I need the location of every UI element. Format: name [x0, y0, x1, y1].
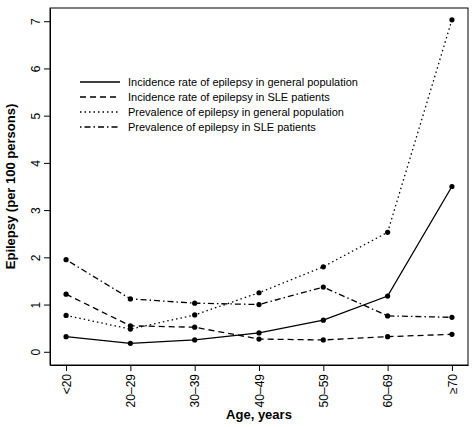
y-tick-mark [44, 305, 50, 306]
chart: <20 20–29 30–39 40–49 50–59 60–69 ≥70 0 1 2 3 4 5 6 7 A… [0, 0, 474, 427]
series [63, 257, 454, 320]
series-point [321, 337, 326, 342]
legend-label: Incidence rate of epilepsy in SLE patien… [128, 91, 330, 103]
y-tick: 5 [29, 113, 50, 120]
y-tick-label: 6 [29, 65, 43, 72]
series-point [256, 336, 261, 341]
x-tick-mark [388, 365, 389, 371]
series-point [128, 296, 133, 301]
series [63, 17, 454, 332]
legend: Incidence rate of epilepsy in general po… [80, 76, 358, 133]
series-point [63, 334, 68, 339]
x-axis-title: Age, years [226, 407, 292, 422]
series-point [192, 301, 197, 306]
series-point [192, 337, 197, 342]
x-tick: 60–69 [381, 365, 395, 407]
y-tick-mark [44, 352, 50, 353]
y-tick: 3 [29, 207, 50, 214]
series-point [449, 332, 454, 337]
x-tick: 50–59 [317, 365, 331, 407]
series-point [321, 318, 326, 323]
x-tick-label: ≥70 [446, 374, 460, 394]
legend-label: Prevalence of epilepsy in SLE patients [128, 121, 316, 133]
y-tick: 1 [29, 301, 50, 308]
y-tick-label: 4 [29, 160, 43, 167]
legend-swatch [80, 81, 120, 82]
y-tick: 7 [29, 18, 50, 25]
x-tick-mark [66, 365, 67, 371]
x-tick: 20–29 [124, 365, 138, 407]
y-tick-label: 7 [29, 18, 43, 25]
y-tick-label: 0 [29, 349, 43, 356]
y-tick: 0 [29, 349, 50, 356]
y-tick-mark [44, 163, 50, 164]
y-axis-line [50, 9, 51, 366]
y-tick-label: 1 [29, 301, 43, 308]
y-tick-mark [44, 21, 50, 22]
y-tick: 2 [29, 254, 50, 261]
y-tick-label: 5 [29, 113, 43, 120]
x-tick-mark [130, 365, 131, 371]
series-point [385, 230, 390, 235]
y-tick-label: 3 [29, 207, 43, 214]
series-point [256, 290, 261, 295]
series-point [385, 334, 390, 339]
x-tick: ≥70 [446, 365, 460, 394]
x-tick-label: <20 [60, 374, 74, 395]
x-tick: <20 [60, 365, 74, 394]
legend-swatch [80, 111, 120, 112]
series-point [128, 341, 133, 346]
y-tick-label: 2 [29, 254, 43, 261]
y-tick-mark [44, 210, 50, 211]
x-tick-mark [195, 365, 196, 371]
series-point [449, 315, 454, 320]
series-point [256, 330, 261, 335]
series-point [192, 325, 197, 330]
series-line [66, 20, 452, 329]
legend-swatch [80, 126, 120, 127]
series-point [256, 302, 261, 307]
series-point [385, 313, 390, 318]
x-axis: <20 20–29 30–39 40–49 50–59 60–69 ≥70 [51, 365, 469, 407]
series-point [128, 327, 133, 332]
x-tick-mark [259, 365, 260, 371]
series-point [385, 293, 390, 298]
plot-area [63, 17, 454, 346]
x-tick-label: 30–39 [188, 374, 202, 408]
series-point [192, 312, 197, 317]
series [63, 292, 454, 343]
y-tick: 6 [29, 65, 50, 72]
series-line [66, 260, 452, 318]
y-axis-title: Epilepsy (per 100 persons) [3, 104, 18, 269]
y-axis: 0 1 2 3 4 5 6 7 [29, 9, 51, 366]
x-tick-label: 50–59 [317, 374, 331, 408]
series-point [63, 257, 68, 262]
legend-label: Prevalence of epilepsy in general popula… [128, 106, 344, 118]
series-point [63, 292, 68, 297]
series-point [449, 184, 454, 189]
y-tick: 4 [29, 160, 50, 167]
plot-frame [50, 8, 468, 365]
y-tick-mark [44, 116, 50, 117]
series [63, 184, 454, 346]
series-point [449, 17, 454, 22]
x-tick-label: 40–49 [253, 374, 267, 408]
x-tick-mark [452, 365, 453, 371]
y-tick-mark [44, 68, 50, 69]
y-tick-mark [44, 257, 50, 258]
x-tick: 40–49 [253, 365, 267, 407]
series-point [63, 313, 68, 318]
legend-swatch [80, 96, 120, 97]
x-tick: 30–39 [188, 365, 202, 407]
x-tick-label: 60–69 [381, 374, 395, 408]
series-point [321, 264, 326, 269]
series-line [66, 294, 452, 340]
legend-label: Incidence rate of epilepsy in general po… [128, 76, 358, 88]
series-point [321, 284, 326, 289]
x-tick-mark [323, 365, 324, 371]
x-tick-label: 20–29 [124, 374, 138, 408]
